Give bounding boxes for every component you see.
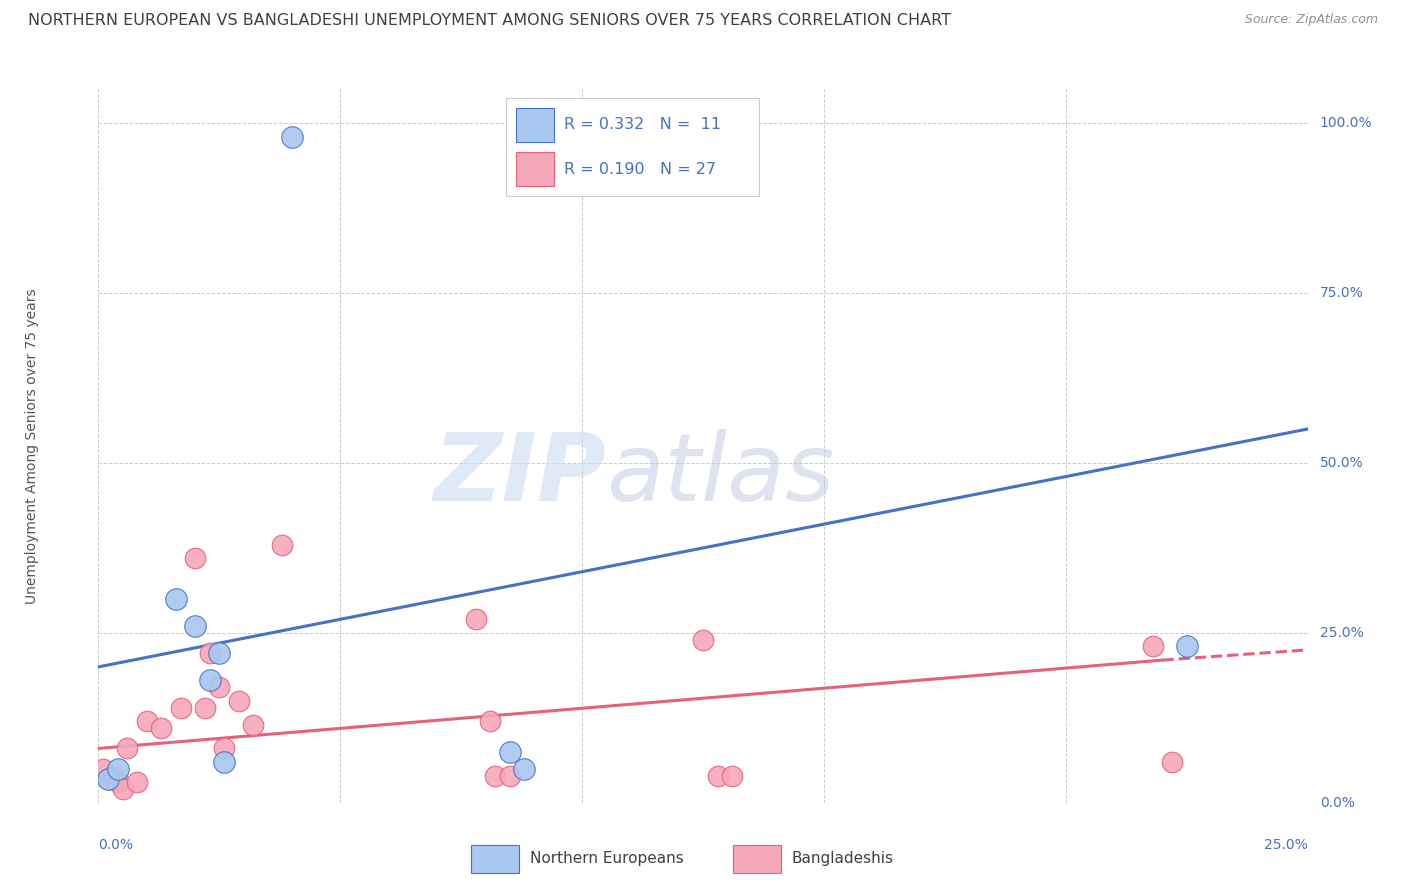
Text: NORTHERN EUROPEAN VS BANGLADESHI UNEMPLOYMENT AMONG SENIORS OVER 75 YEARS CORREL: NORTHERN EUROPEAN VS BANGLADESHI UNEMPLO…: [28, 13, 950, 29]
Point: [212, 755, 235, 769]
Point: [91, 762, 114, 776]
Point: [1161, 755, 1184, 769]
Point: [165, 591, 187, 606]
Point: [498, 745, 520, 759]
Point: [212, 741, 235, 756]
Point: [1142, 640, 1164, 654]
FancyBboxPatch shape: [733, 845, 782, 873]
FancyBboxPatch shape: [516, 108, 554, 142]
FancyBboxPatch shape: [471, 845, 519, 873]
Point: [184, 619, 207, 633]
Text: 25.0%: 25.0%: [1320, 626, 1364, 640]
Point: [484, 769, 506, 783]
Point: [242, 717, 264, 731]
Point: [498, 769, 520, 783]
Point: [107, 775, 129, 789]
Point: [208, 646, 231, 660]
Point: [692, 632, 714, 647]
Point: [97, 772, 120, 786]
Point: [228, 694, 250, 708]
Point: [127, 775, 149, 789]
Text: Unemployment Among Seniors over 75 years: Unemployment Among Seniors over 75 years: [25, 288, 39, 604]
Text: 50.0%: 50.0%: [1320, 456, 1364, 470]
Text: atlas: atlas: [606, 429, 835, 520]
Point: [721, 769, 744, 783]
Point: [198, 646, 221, 660]
Point: [117, 741, 139, 756]
Point: [111, 782, 134, 797]
Point: [97, 772, 120, 786]
Point: [513, 762, 536, 776]
Point: [184, 551, 207, 566]
Point: [281, 129, 304, 144]
Text: ZIP: ZIP: [433, 428, 606, 521]
Text: R = 0.332   N =  11: R = 0.332 N = 11: [564, 117, 721, 132]
Point: [198, 673, 221, 688]
Point: [208, 680, 231, 694]
Point: [194, 700, 217, 714]
Text: 100.0%: 100.0%: [1320, 116, 1372, 130]
Text: Source: ZipAtlas.com: Source: ZipAtlas.com: [1244, 13, 1378, 27]
Point: [169, 700, 191, 714]
Point: [706, 769, 728, 783]
Text: 75.0%: 75.0%: [1320, 286, 1364, 300]
Point: [150, 721, 173, 735]
Text: Bangladeshis: Bangladeshis: [792, 851, 894, 866]
Point: [107, 762, 129, 776]
Point: [1175, 640, 1198, 654]
Point: [479, 714, 502, 729]
Point: [271, 537, 294, 551]
Text: 25.0%: 25.0%: [1264, 838, 1308, 853]
Point: [101, 769, 124, 783]
Point: [135, 714, 157, 729]
FancyBboxPatch shape: [516, 152, 554, 186]
Text: Northern Europeans: Northern Europeans: [530, 851, 683, 866]
Text: 0.0%: 0.0%: [1320, 796, 1354, 810]
Text: R = 0.190   N = 27: R = 0.190 N = 27: [564, 162, 717, 178]
Point: [464, 612, 486, 626]
Text: 0.0%: 0.0%: [98, 838, 134, 853]
